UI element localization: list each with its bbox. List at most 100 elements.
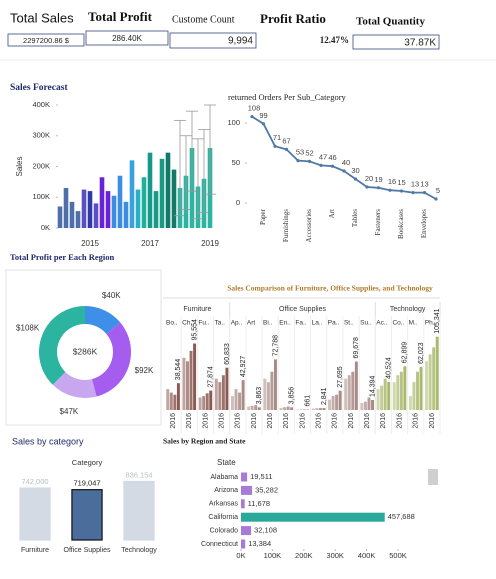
center-label: $286K xyxy=(73,346,98,356)
bar xyxy=(182,357,186,410)
value-label: 53 xyxy=(296,148,304,157)
bar xyxy=(159,158,165,228)
bar xyxy=(169,392,173,410)
bar xyxy=(247,406,251,410)
point xyxy=(422,191,427,195)
value-label: 15 xyxy=(397,178,405,187)
group-header: Office Supplies xyxy=(279,306,326,313)
bar xyxy=(218,382,222,410)
value-label: 38,544 xyxy=(175,359,182,381)
y-tick-label: 100K xyxy=(32,192,50,201)
x-tick-label: Envelopes xyxy=(420,209,428,238)
bar xyxy=(363,401,367,410)
chart-title: Sales Forecast xyxy=(10,83,68,93)
bar xyxy=(234,389,238,410)
subcategory-label: Art xyxy=(247,320,256,327)
bar xyxy=(412,382,416,410)
chart-title: Sales Comparison of Furniture, Office Su… xyxy=(227,284,433,293)
bar xyxy=(153,191,159,228)
x-tick-label: Bookcases xyxy=(397,209,405,239)
bar xyxy=(354,361,358,410)
kpi-value: 12.47% xyxy=(320,35,349,45)
bar xyxy=(241,512,385,522)
kpi-value: 286.40K xyxy=(112,34,142,43)
bar xyxy=(392,382,396,410)
x-tick-label: 2016 xyxy=(283,413,290,429)
point xyxy=(273,144,277,148)
y-tick-label: Connecticut xyxy=(201,541,238,548)
point xyxy=(388,188,392,192)
point xyxy=(330,164,335,168)
x-tick-label: Accessories xyxy=(305,209,313,243)
point xyxy=(296,159,300,163)
bar xyxy=(351,371,355,410)
donut-slice xyxy=(52,371,97,398)
y-tick-label: 100 xyxy=(227,118,240,127)
value-label: 52 xyxy=(305,148,313,157)
value-label: 95,554 xyxy=(191,319,198,341)
bar xyxy=(432,347,436,410)
x-tick-label: 2017 xyxy=(141,239,159,248)
bar xyxy=(186,361,189,410)
value-label: 32,108 xyxy=(254,526,277,535)
x-tick-label: Paper xyxy=(259,208,267,225)
kpi-box xyxy=(85,30,169,46)
bar xyxy=(383,378,387,410)
y-tick-label: California xyxy=(208,514,238,521)
x-tick-label: 400K xyxy=(358,551,376,560)
bar xyxy=(123,201,129,228)
bar xyxy=(290,407,294,410)
value-label: 719,047 xyxy=(73,479,100,488)
x-tick-label: 2016 xyxy=(170,413,177,429)
value-label: 108 xyxy=(248,104,261,113)
y-tick-label: 0K xyxy=(41,223,50,232)
group-header: Furniture xyxy=(183,306,211,313)
value-label: 3,856 xyxy=(288,387,295,405)
bar xyxy=(99,177,105,228)
x-tick-label: Technology xyxy=(121,547,157,554)
bar xyxy=(266,382,270,410)
value-label: 5 xyxy=(436,186,440,195)
x-tick-label: 2016 xyxy=(380,413,387,429)
value-label: 27,695 xyxy=(337,366,344,388)
subcategory-label: Ap.. xyxy=(231,320,243,327)
bar xyxy=(416,371,419,410)
subcategory-label: Co.. xyxy=(392,320,404,327)
bar xyxy=(63,188,69,228)
x-tick-label: 2016 xyxy=(429,413,436,429)
bar xyxy=(141,177,147,228)
slice-label: $40K xyxy=(102,291,121,300)
bar xyxy=(279,407,283,410)
bar xyxy=(270,371,274,410)
bar xyxy=(302,409,306,410)
y-tick-label: 300K xyxy=(32,131,50,140)
kpi-label: Profit Ratio xyxy=(260,11,326,26)
x-tick-label: 2016 xyxy=(267,413,274,429)
bar xyxy=(173,394,177,410)
point xyxy=(399,189,404,193)
bar xyxy=(241,499,245,509)
bar xyxy=(241,472,248,482)
value-label: 60,833 xyxy=(224,343,231,365)
subcategory-label: Ch.. xyxy=(182,320,194,327)
subcategory-label: Ph.. xyxy=(425,320,437,327)
chart-title: Total Profit per Each Region xyxy=(10,252,114,262)
bar xyxy=(117,175,123,228)
bar xyxy=(241,539,246,549)
bar xyxy=(81,189,87,228)
bar xyxy=(335,394,339,410)
bar xyxy=(399,371,403,410)
x-tick-label: 2016 xyxy=(396,413,403,429)
subcategory-label: Ta.. xyxy=(215,320,226,327)
value-label: 27,874 xyxy=(208,366,215,388)
kpi-label: Custome Count xyxy=(172,14,235,25)
point xyxy=(411,191,415,195)
bar xyxy=(283,407,287,410)
x-tick-label: 2016 xyxy=(364,413,371,429)
bar xyxy=(315,408,319,410)
bar xyxy=(241,485,253,495)
x-tick-label: 100K xyxy=(264,551,282,560)
point xyxy=(342,169,346,173)
x-tick-label: Office Supplies xyxy=(64,547,111,554)
